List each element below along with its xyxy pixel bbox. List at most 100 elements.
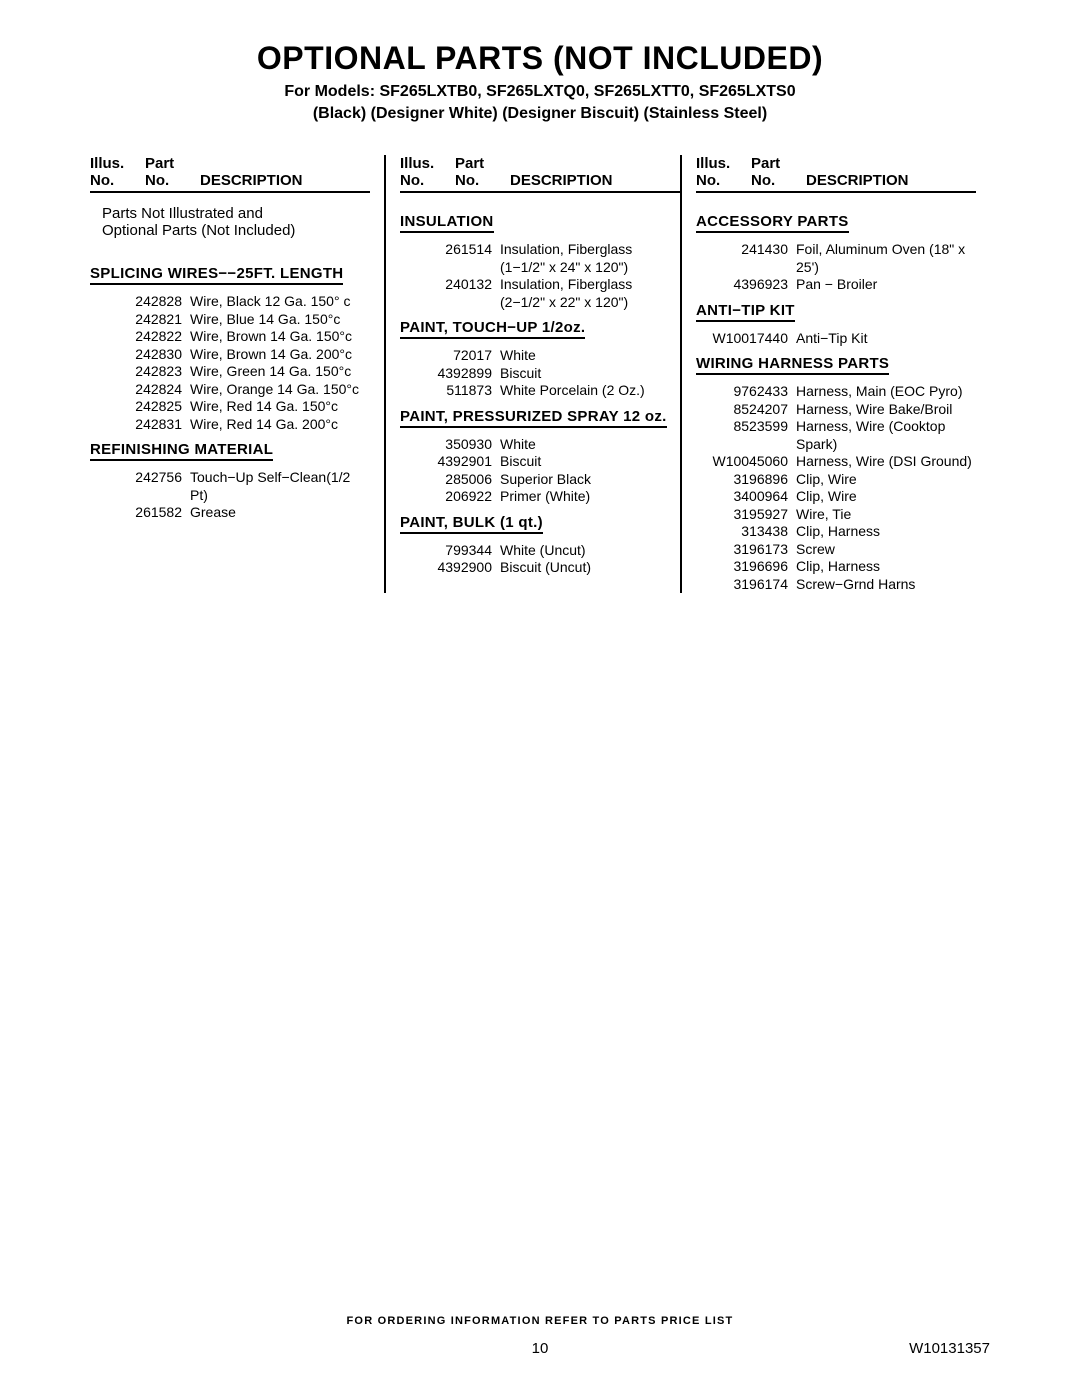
part-description: Insulation, Fiberglass (1−1/2" x 24" x 1…: [500, 241, 680, 276]
parts-list: 350930White4392901Biscuit285006Superior …: [400, 436, 680, 506]
part-number: 799344: [400, 542, 500, 560]
part-number: 4392900: [400, 559, 500, 577]
part-number: W10017440: [696, 330, 796, 348]
section-header: REFINISHING MATERIAL: [90, 441, 273, 461]
part-row: 4392900Biscuit (Uncut): [400, 559, 680, 577]
part-description: White: [500, 436, 680, 454]
part-number: 242825: [90, 398, 190, 416]
part-row: 511873White Porcelain (2 Oz.): [400, 382, 680, 400]
part-description: Foil, Aluminum Oven (18" x 25'): [796, 241, 976, 276]
parts-list: W10017440Anti−Tip Kit: [696, 330, 976, 348]
column-3: Illus. No. Part No. DESCRIPTION ACCESSOR…: [682, 155, 990, 593]
section-refinishing: REFINISHING MATERIAL 242756Touch−Up Self…: [90, 433, 370, 522]
part-number: 240132: [400, 276, 500, 311]
section-header: PAINT, TOUCH−UP 1/2oz.: [400, 319, 585, 339]
part-row: 3196696Clip, Harness: [696, 558, 976, 576]
part-row: 4396923Pan − Broiler: [696, 276, 976, 294]
header-illus-1: Illus.: [400, 155, 455, 172]
part-row: 799344White (Uncut): [400, 542, 680, 560]
part-number: 285006: [400, 471, 500, 489]
part-number: 241430: [696, 241, 796, 276]
part-description: Superior Black: [500, 471, 680, 489]
part-row: 242823Wire, Green 14 Ga. 150°c: [90, 363, 370, 381]
part-description: White: [500, 347, 680, 365]
part-number: 3196174: [696, 576, 796, 594]
part-number: 3195927: [696, 506, 796, 524]
part-number: 3196896: [696, 471, 796, 489]
section-header: SPLICING WIRES−−25FT. LENGTH: [90, 265, 343, 285]
part-number: 4396923: [696, 276, 796, 294]
part-description: Clip, Harness: [796, 523, 976, 541]
parts-list: 242756Touch−Up Self−Clean(1/2 Pt)261582G…: [90, 469, 370, 522]
part-description: Wire, Orange 14 Ga. 150°c: [190, 381, 370, 399]
part-row: 241430Foil, Aluminum Oven (18" x 25'): [696, 241, 976, 276]
footer-doc-number: W10131357: [909, 1340, 990, 1357]
part-description: Screw: [796, 541, 976, 559]
part-number: 4392899: [400, 365, 500, 383]
part-description: Clip, Harness: [796, 558, 976, 576]
column-1: Illus. No. Part No. DESCRIPTION Parts No…: [90, 155, 384, 593]
part-row: 242822Wire, Brown 14 Ga. 150°c: [90, 328, 370, 346]
columns-container: Illus. No. Part No. DESCRIPTION Parts No…: [90, 155, 990, 593]
part-description: Harness, Wire Bake/Broil: [796, 401, 976, 419]
part-number: 242756: [90, 469, 190, 504]
part-description: Screw−Grnd Harns: [796, 576, 976, 594]
part-row: 242828Wire, Black 12 Ga. 150° c: [90, 293, 370, 311]
header-illus-2: No.: [90, 172, 145, 189]
part-description: Wire, Green 14 Ga. 150°c: [190, 363, 370, 381]
part-number: 8523599: [696, 418, 796, 453]
part-number: W10045060: [696, 453, 796, 471]
section-header: ACCESSORY PARTS: [696, 213, 849, 233]
section-paint-spray: PAINT, PRESSURIZED SPRAY 12 oz. 350930Wh…: [400, 400, 680, 506]
header-part-1: Part: [455, 155, 510, 172]
part-number: 242823: [90, 363, 190, 381]
header-illus-2: No.: [400, 172, 455, 189]
part-description: Biscuit: [500, 365, 680, 383]
header-illus-1: Illus.: [696, 155, 751, 172]
part-description: Clip, Wire: [796, 471, 976, 489]
part-description: Wire, Blue 14 Ga. 150°c: [190, 311, 370, 329]
section-wiring: WIRING HARNESS PARTS 9762433Harness, Mai…: [696, 347, 976, 593]
section-antitip: ANTI−TIP KIT W10017440Anti−Tip Kit: [696, 294, 976, 348]
part-row: W10017440Anti−Tip Kit: [696, 330, 976, 348]
part-description: Harness, Wire (Cooktop Spark): [796, 418, 976, 453]
section-paint-bulk: PAINT, BULK (1 qt.) 799344White (Uncut)4…: [400, 506, 680, 577]
part-row: 313438Clip, Harness: [696, 523, 976, 541]
part-description: Anti−Tip Kit: [796, 330, 976, 348]
part-row: 8523599Harness, Wire (Cooktop Spark): [696, 418, 976, 453]
part-row: 350930White: [400, 436, 680, 454]
part-number: 313438: [696, 523, 796, 541]
parts-list: 242828Wire, Black 12 Ga. 150° c242821Wir…: [90, 293, 370, 433]
part-row: 285006Superior Black: [400, 471, 680, 489]
intro-line-1: Parts Not Illustrated and: [102, 205, 370, 222]
part-row: 4392899Biscuit: [400, 365, 680, 383]
part-description: Wire, Tie: [796, 506, 976, 524]
part-row: 3196896Clip, Wire: [696, 471, 976, 489]
column-header: Illus. No. Part No. DESCRIPTION: [400, 155, 680, 193]
part-row: 4392901Biscuit: [400, 453, 680, 471]
header-part-2: No.: [751, 172, 806, 189]
part-row: 242830Wire, Brown 14 Ga. 200°c: [90, 346, 370, 364]
parts-list: 9762433Harness, Main (EOC Pyro)8524207Ha…: [696, 383, 976, 593]
part-row: W10045060Harness, Wire (DSI Ground): [696, 453, 976, 471]
part-number: 261514: [400, 241, 500, 276]
footer-note: FOR ORDERING INFORMATION REFER TO PARTS …: [0, 1315, 1080, 1327]
section-header: WIRING HARNESS PARTS: [696, 355, 889, 375]
part-row: 242831Wire, Red 14 Ga. 200°c: [90, 416, 370, 434]
part-description: Pan − Broiler: [796, 276, 976, 294]
models-line: For Models: SF265LXTB0, SF265LXTQ0, SF26…: [90, 83, 990, 101]
intro-line-2: Optional Parts (Not Included): [102, 222, 370, 239]
section-accessory: ACCESSORY PARTS 241430Foil, Aluminum Ove…: [696, 205, 976, 294]
part-description: Wire, Red 14 Ga. 200°c: [190, 416, 370, 434]
part-number: 242822: [90, 328, 190, 346]
part-row: 261514Insulation, Fiberglass (1−1/2" x 2…: [400, 241, 680, 276]
part-number: 4392901: [400, 453, 500, 471]
column-2: Illus. No. Part No. DESCRIPTION INSULATI…: [386, 155, 680, 593]
header-part-2: No.: [145, 172, 200, 189]
part-row: 261582Grease: [90, 504, 370, 522]
header-illus-1: Illus.: [90, 155, 145, 172]
part-number: 3196696: [696, 558, 796, 576]
part-description: Touch−Up Self−Clean(1/2 Pt): [190, 469, 370, 504]
part-row: 3195927Wire, Tie: [696, 506, 976, 524]
part-row: 240132Insulation, Fiberglass (2−1/2" x 2…: [400, 276, 680, 311]
